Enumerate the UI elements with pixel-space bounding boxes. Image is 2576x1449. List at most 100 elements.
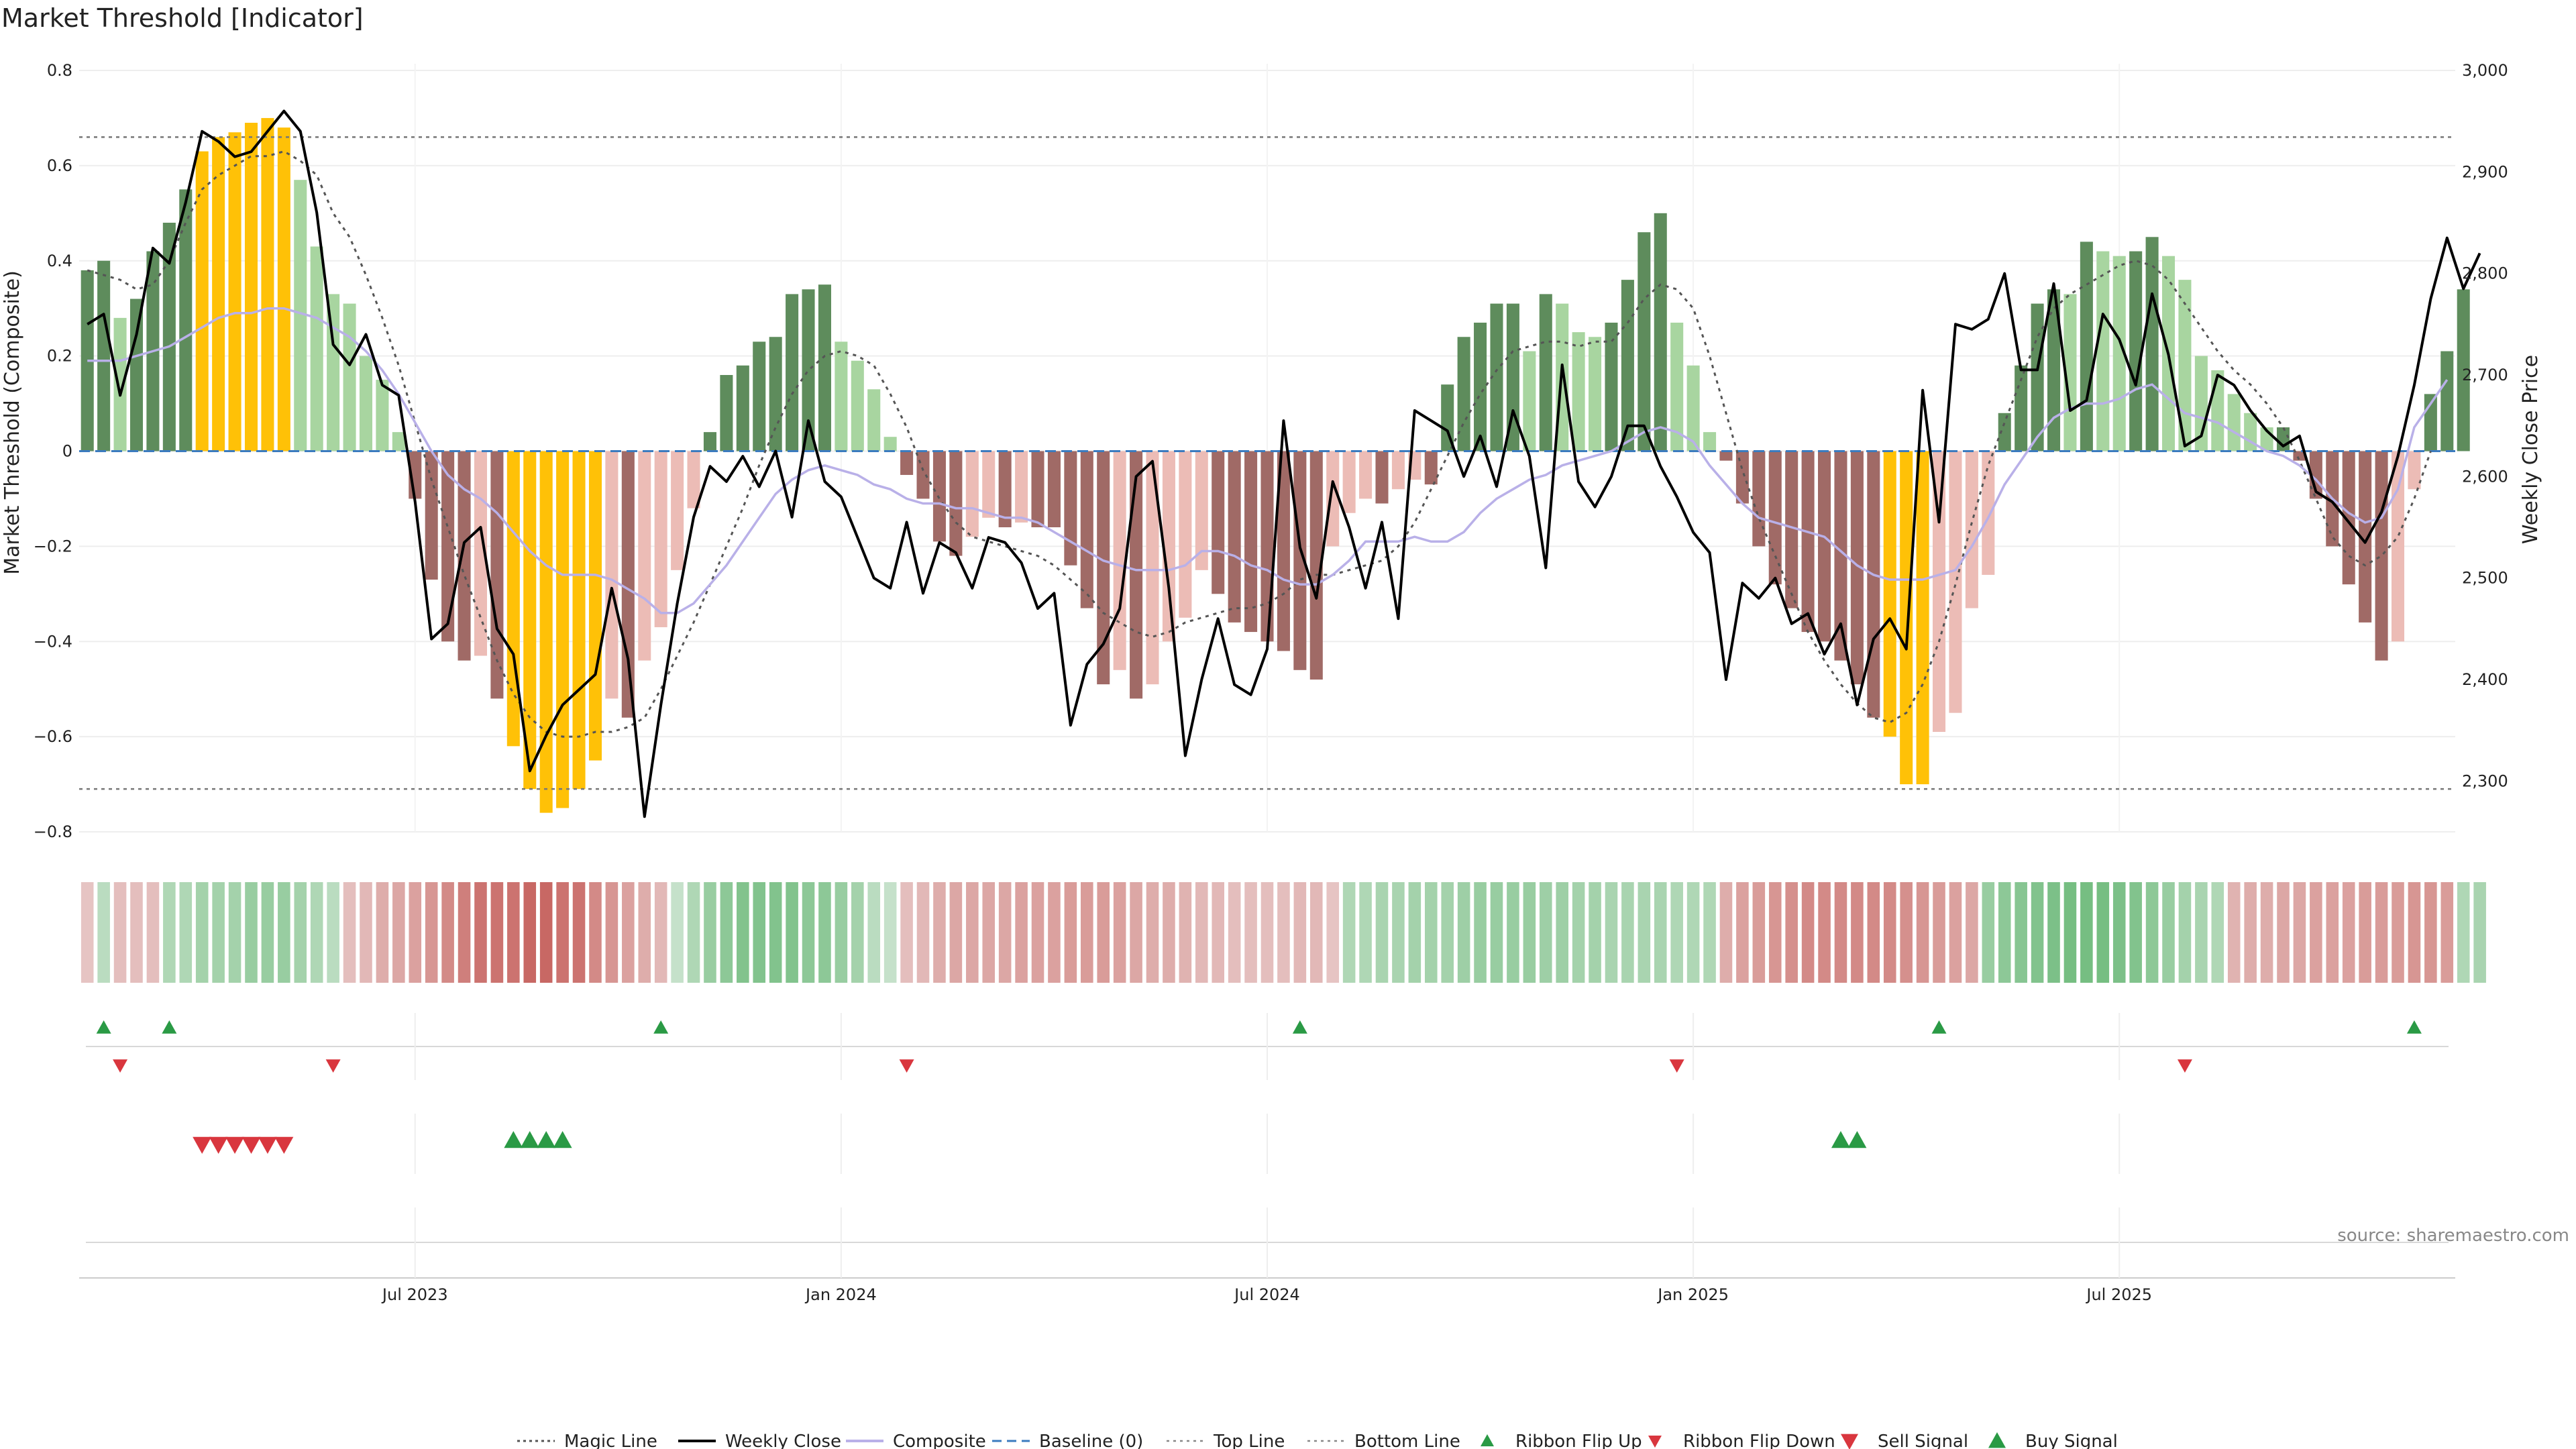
legend-item: Composite — [846, 1432, 986, 1449]
ribbon-cell — [1867, 882, 1880, 983]
ribbon-cell — [1081, 882, 1093, 983]
ribbon-cell — [900, 882, 913, 983]
composite-bar — [1982, 451, 1995, 575]
ribbon-cell — [474, 882, 487, 983]
composite-bar — [605, 451, 619, 699]
tick-labels: 0.8 0.6 0.4 0.2 0 −0.2 −0.4 −0.6 −0.8 3,000 2,900 2… — [34, 61, 2508, 1304]
ribbon-cell — [835, 882, 848, 983]
ribbon-cell — [1949, 882, 1962, 983]
composite-bar — [1998, 413, 2011, 451]
ribbon-cell — [2211, 882, 2224, 983]
ribbon-cell — [425, 882, 438, 983]
ribbon-cell — [982, 882, 996, 983]
composite-bar — [1179, 451, 1192, 618]
ribbon-cell — [2047, 882, 2060, 983]
sell-signal-marker — [241, 1136, 261, 1154]
composite-bar — [1080, 451, 1093, 608]
ribbon-cell — [113, 882, 127, 983]
ribbon-cell — [195, 882, 209, 983]
ribbon-cell — [1244, 882, 1257, 983]
composite-bar — [1768, 451, 1782, 585]
ribbon-cell — [1424, 882, 1438, 983]
ribbon-cell — [146, 882, 160, 983]
composite-bar — [2129, 251, 2143, 451]
ribbon-cell — [1212, 882, 1224, 983]
ribbon-cell — [2015, 882, 2027, 983]
left-tick-label: −0.2 — [34, 537, 72, 555]
composite-bar — [835, 341, 848, 451]
composite-bar — [1883, 451, 1896, 737]
composite-bar — [851, 360, 864, 451]
composite-bar — [1523, 351, 1536, 451]
ribbon-cell — [786, 882, 798, 983]
ribbon-cell — [523, 882, 537, 983]
buy-signal-marker — [504, 1131, 523, 1148]
ribbon-flip-down-marker — [1669, 1059, 1684, 1073]
left-tick-label: 0.4 — [47, 252, 72, 270]
ribbon-cell — [1474, 882, 1487, 983]
composite-bar — [261, 117, 274, 451]
ribbon-cell — [851, 882, 864, 983]
left-tick-label: 0 — [62, 442, 72, 461]
ribbon-cell — [1293, 882, 1307, 983]
ribbon-cell — [933, 882, 946, 983]
ribbon-cell — [278, 882, 290, 983]
ribbon-cell — [1113, 882, 1126, 983]
composite-bar — [900, 451, 914, 475]
composite-bar — [1735, 451, 1749, 504]
composite-bar — [1638, 232, 1651, 451]
ribbon-cell — [1654, 882, 1667, 983]
composite-bar — [1589, 337, 1602, 451]
ribbon-cell — [294, 882, 307, 983]
ribbon-cell — [2342, 882, 2355, 983]
right-tick-label: 2,900 — [2462, 162, 2508, 181]
ribbon-cell — [2260, 882, 2273, 983]
ribbon-cell — [343, 882, 356, 983]
ribbon-cell — [2244, 882, 2257, 983]
left-tick-label: 0.6 — [47, 156, 72, 175]
composite-bar — [1719, 451, 1733, 461]
composite-bar — [965, 451, 979, 537]
ribbon-cell — [1834, 882, 1847, 983]
legend-label: Baseline (0) — [1039, 1432, 1143, 1449]
ribbon-flip-down-marker — [113, 1059, 128, 1073]
composite-bar — [2047, 289, 2061, 451]
ribbon-flip-up-marker — [653, 1020, 669, 1034]
right-axis-title: Weekly Close Price — [2519, 355, 2542, 544]
composite-bar — [343, 303, 356, 451]
ribbon-cell — [671, 882, 684, 983]
composite-bar — [2112, 256, 2126, 451]
ribbon-cell — [539, 882, 553, 983]
composite-bar — [1359, 451, 1373, 499]
composite-bar — [867, 389, 881, 451]
ribbon-cell — [605, 882, 619, 983]
ribbon-cell — [1277, 882, 1290, 983]
ribbon-cell — [1163, 882, 1175, 983]
ribbon-cell — [1031, 882, 1044, 983]
ribbon-cell — [1523, 882, 1536, 983]
ribbon-cell — [245, 882, 258, 983]
composite-bar — [1228, 451, 1241, 623]
ribbon-cell — [998, 882, 1012, 983]
right-tick-label: 2,700 — [2462, 366, 2508, 384]
magic-line — [87, 150, 2432, 738]
composite-bar — [1654, 213, 1667, 451]
ribbon-cell — [2063, 882, 2077, 983]
ribbon-cell — [2277, 882, 2290, 983]
ribbon-cell — [2359, 882, 2371, 983]
composite-bar — [195, 151, 209, 451]
buy-signal-marker — [537, 1131, 556, 1148]
ribbon-cell — [769, 882, 782, 983]
ribbon-cell — [327, 882, 339, 983]
ribbon-cell — [1572, 882, 1585, 983]
right-tick-label: 2,500 — [2462, 569, 2508, 588]
ribbon-cell — [1621, 882, 1634, 983]
composite-bar — [1260, 451, 1274, 642]
sell-signal-marker — [209, 1136, 228, 1154]
sell-signal-marker — [258, 1136, 277, 1154]
ribbon-flip-down-marker — [899, 1059, 914, 1073]
ribbon-cell — [622, 882, 635, 983]
ribbon-cell — [1686, 882, 1700, 983]
composite-bar — [2227, 394, 2241, 451]
composite-bar — [1850, 451, 1864, 685]
